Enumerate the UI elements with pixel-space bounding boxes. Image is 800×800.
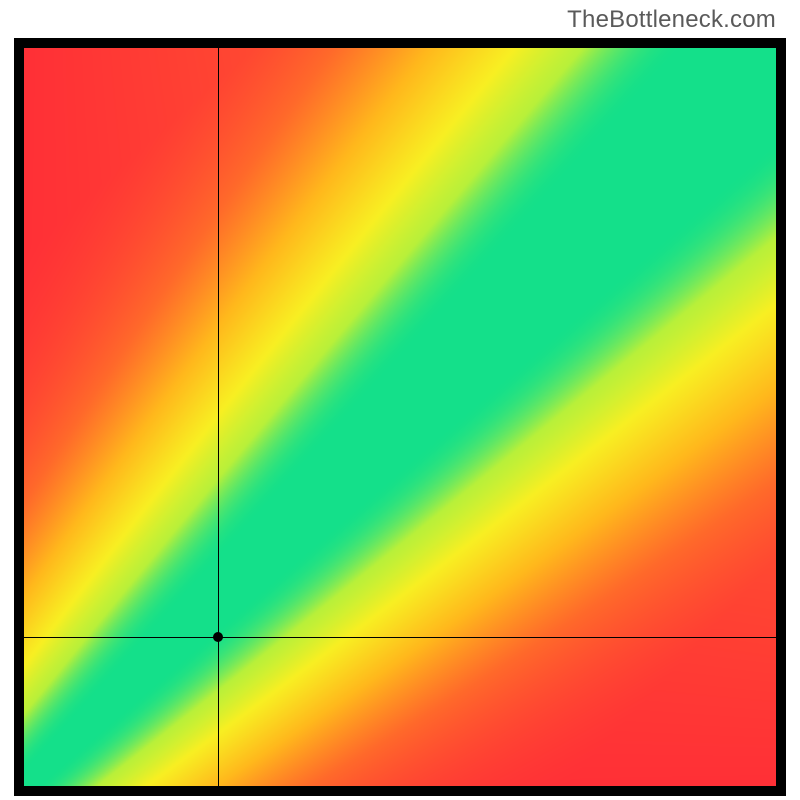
plot-area	[24, 48, 776, 786]
attribution-text: TheBottleneck.com	[567, 6, 776, 34]
crosshair-vertical	[218, 48, 219, 786]
heatmap-canvas	[24, 48, 776, 786]
crosshair-horizontal	[24, 637, 776, 638]
chart-container: TheBottleneck.com	[0, 0, 800, 800]
chart-frame	[14, 38, 786, 796]
marker-dot	[213, 632, 223, 642]
